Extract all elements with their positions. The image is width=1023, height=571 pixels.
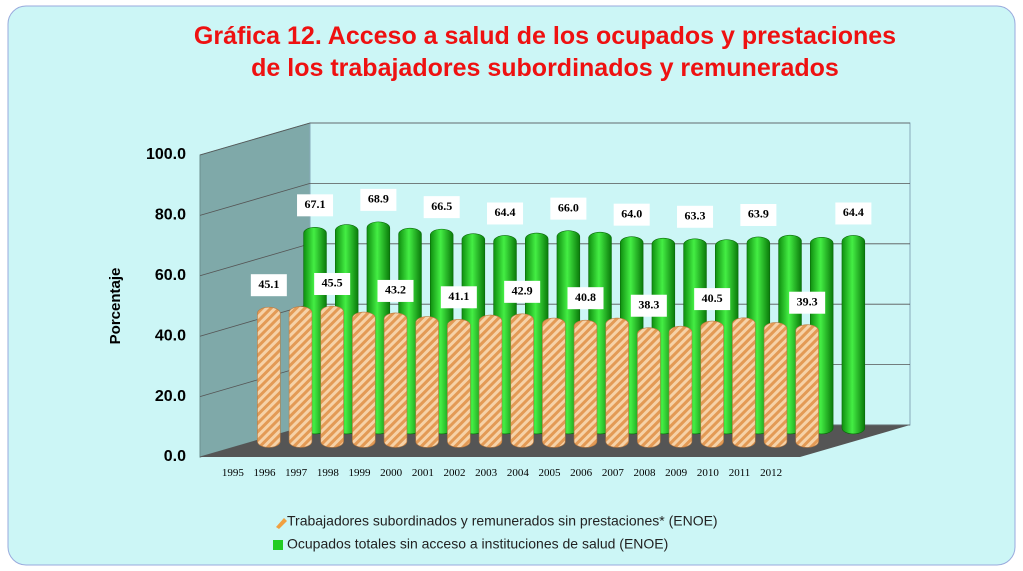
- data-label-box: [250, 274, 287, 297]
- x-tick-label: 2002: [444, 467, 466, 479]
- data-label-box: [677, 205, 714, 228]
- bar: [605, 317, 629, 448]
- bar: [288, 306, 313, 448]
- y-tick-label: 80.0: [155, 207, 186, 224]
- x-tick-label: 2007: [602, 467, 625, 479]
- data-label: 63.9: [748, 207, 769, 221]
- bar: [352, 311, 376, 448]
- data-label: 66.5: [431, 199, 452, 213]
- data-label-box: [440, 286, 477, 309]
- bar: [542, 317, 566, 448]
- legend-swatch: [276, 518, 287, 529]
- data-label-box: [360, 188, 397, 211]
- grid-line: [199, 122, 910, 156]
- chart-title: Gráfica 12. Acceso a salud de los ocupad…: [194, 22, 896, 50]
- bar: [841, 235, 866, 435]
- data-label: 38.3: [638, 297, 659, 311]
- x-tick-label: 2011: [729, 467, 751, 479]
- data-label-box: [694, 288, 731, 311]
- legend-label: Ocupados totales sin acceso a institucio…: [287, 536, 668, 552]
- bar: [732, 317, 756, 448]
- y-axis-label: Porcentaje: [107, 268, 124, 345]
- y-tick-label: 40.0: [155, 327, 186, 344]
- x-tick-label: 2003: [475, 467, 498, 479]
- data-label: 66.0: [558, 200, 579, 214]
- x-tick-label: 2000: [380, 467, 403, 479]
- data-label-box: [740, 203, 777, 226]
- x-tick-label: 2012: [760, 467, 782, 479]
- data-label: 63.3: [685, 209, 706, 223]
- bar: [478, 314, 503, 448]
- data-label: 68.9: [368, 192, 389, 206]
- x-tick-label: 2001: [412, 467, 434, 479]
- legend-swatch: [273, 540, 283, 550]
- x-tick-label: 2005: [539, 467, 562, 479]
- legend-label: Trabajadores subordinados y remunerados …: [287, 513, 718, 529]
- data-label-box: [504, 280, 541, 303]
- data-label: 39.3: [797, 294, 818, 308]
- data-label-box: [314, 272, 351, 295]
- x-tick-label: 2008: [634, 467, 657, 479]
- data-label: 67.1: [305, 197, 326, 211]
- bar: [447, 318, 471, 448]
- x-tick-label: 1998: [317, 467, 340, 479]
- data-label-box: [630, 294, 667, 317]
- data-label-box: [550, 197, 587, 220]
- data-label-box: [613, 203, 650, 226]
- data-label: 64.4: [495, 205, 516, 219]
- y-tick-label: 60.0: [155, 267, 186, 284]
- bar: [795, 324, 819, 448]
- data-label: 64.4: [843, 205, 864, 219]
- data-label: 64.0: [621, 206, 642, 220]
- data-label: 41.1: [448, 289, 469, 303]
- grid-line: [199, 182, 910, 216]
- bar: [573, 319, 598, 448]
- x-tick-label: 1996: [254, 467, 277, 479]
- data-label: 40.5: [702, 291, 723, 305]
- y-tick-label: 100.0: [146, 146, 186, 163]
- x-tick-label: 2009: [665, 467, 688, 479]
- chart-subtitle: de los trabajadores subordinados y remun…: [251, 54, 839, 82]
- bar: [700, 320, 724, 448]
- bar: [320, 305, 344, 448]
- bar: [510, 313, 534, 448]
- bar: [668, 325, 693, 448]
- data-label: 45.1: [258, 277, 279, 291]
- x-tick-label: 1997: [285, 467, 308, 479]
- data-label-box: [835, 202, 872, 225]
- x-tick-label: 1999: [349, 467, 372, 479]
- x-tick-label: 2006: [570, 467, 593, 479]
- data-label-box: [423, 196, 460, 219]
- bar: [257, 306, 281, 448]
- data-label-box: [487, 202, 524, 225]
- bar: [415, 316, 439, 448]
- y-tick-label: 20.0: [155, 388, 186, 405]
- data-label: 42.9: [512, 284, 533, 298]
- bar: [763, 322, 788, 448]
- x-tick-label: 1995: [222, 467, 245, 479]
- y-tick-label: 0.0: [164, 448, 186, 465]
- x-tick-label: 2010: [697, 467, 720, 479]
- data-label: 43.2: [385, 283, 406, 297]
- bar: [383, 312, 408, 448]
- data-label: 45.5: [322, 276, 343, 290]
- bar: [637, 327, 661, 448]
- data-label-box: [377, 279, 414, 302]
- data-label-box: [297, 194, 334, 217]
- data-label-box: [567, 287, 604, 310]
- data-label-box: [789, 291, 826, 314]
- data-label: 40.8: [575, 290, 596, 304]
- x-tick-label: 2004: [507, 467, 530, 479]
